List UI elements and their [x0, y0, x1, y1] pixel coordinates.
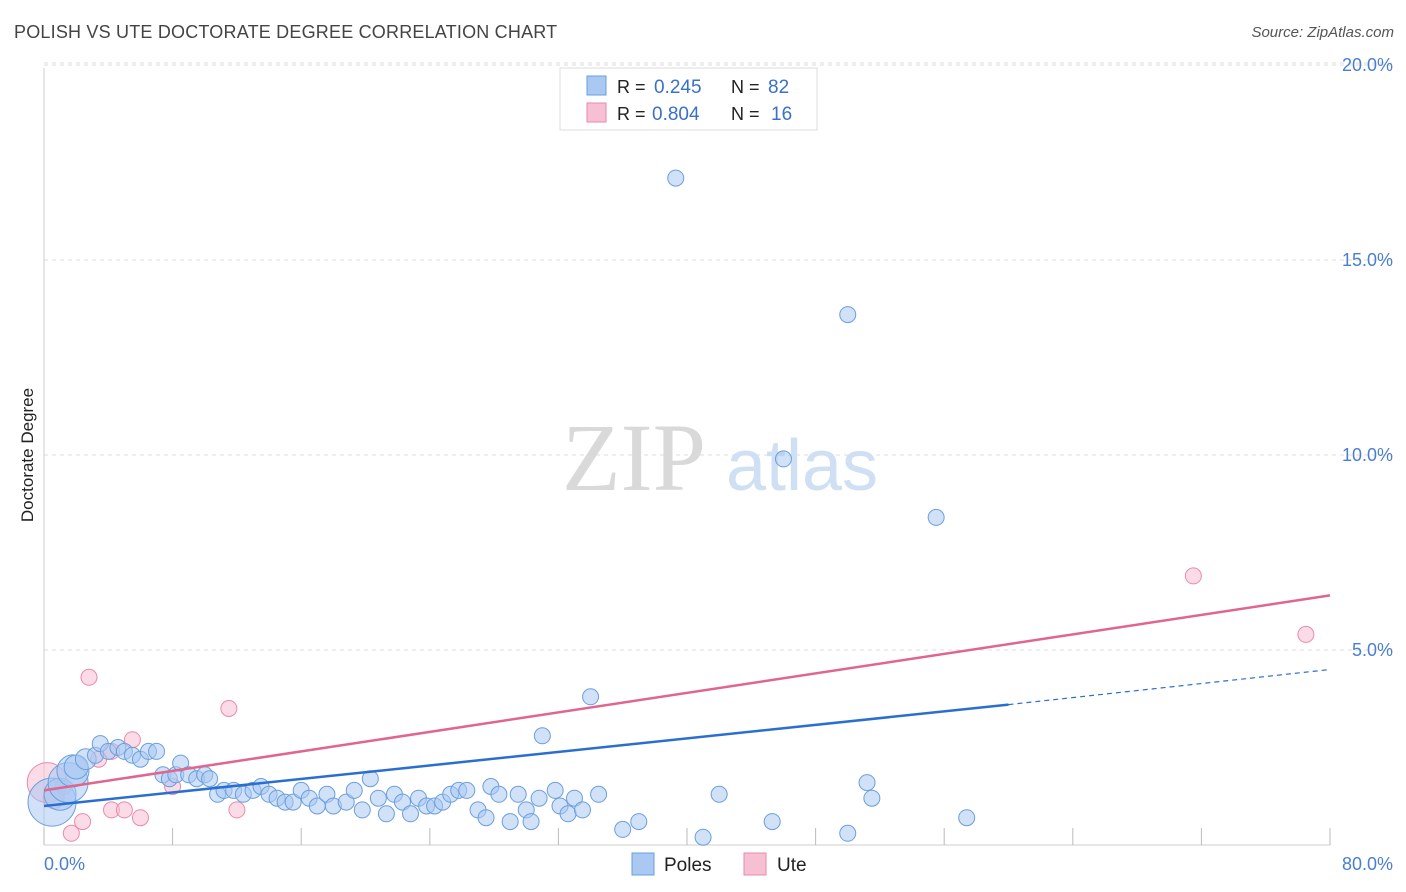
- y-axis-label: Doctorate Degree: [18, 388, 37, 522]
- stats-r-label-ute: R =: [617, 104, 646, 124]
- ute-point: [80, 668, 98, 686]
- stats-n-value-poles: 82: [768, 77, 789, 98]
- ute-point: [62, 824, 80, 842]
- y-tick-label: 20.0%: [1342, 55, 1393, 75]
- poles-point: [337, 793, 355, 811]
- y-tick-label: 15.0%: [1342, 250, 1393, 270]
- trend-lines: [43, 594, 1331, 808]
- poles-point: [667, 169, 685, 187]
- tick-labels: 5.0% 10.0% 15.0% 20.0% 0.0% 80.0%: [44, 55, 1393, 874]
- legend-label-poles: Poles: [664, 855, 712, 876]
- poles-point: [477, 809, 495, 827]
- poles-point: [148, 742, 166, 760]
- poles-point: [565, 789, 583, 807]
- watermark-zip: ZIP: [562, 404, 706, 511]
- poles-point: [574, 801, 592, 819]
- poles-point: [710, 785, 728, 803]
- poles-point: [377, 805, 395, 823]
- legend-label-ute: Ute: [777, 855, 807, 876]
- poles-point: [630, 813, 648, 831]
- stats-box: R = 0.245 N = 82 R = 0.804 N = 16: [559, 67, 818, 131]
- poles-point: [530, 789, 548, 807]
- stats-r-value-poles: 0.245: [654, 77, 702, 98]
- poles-point: [958, 809, 976, 827]
- poles-point: [763, 813, 781, 831]
- x-tick-label: 0.0%: [44, 854, 85, 874]
- ute-point: [131, 809, 149, 827]
- poles-point: [839, 306, 857, 324]
- ute-point: [1297, 625, 1315, 643]
- watermark: ZIP atlas: [562, 404, 878, 511]
- poles-trend-extension: [1008, 668, 1331, 706]
- stats-n-label-ute: N =: [731, 104, 760, 124]
- poles-point: [582, 688, 600, 706]
- ute-trend-line: [43, 594, 1331, 792]
- poles-point: [533, 727, 551, 745]
- legend-swatch-ute: [743, 852, 767, 876]
- poles-point: [774, 450, 792, 468]
- poles-trend-line: [43, 703, 1009, 808]
- grid-lines: [44, 62, 1392, 651]
- ute-point: [228, 801, 246, 819]
- stats-r-value-ute: 0.804: [652, 104, 700, 125]
- legend-swatch-poles: [631, 852, 655, 876]
- poles-point: [509, 785, 527, 803]
- poles-point: [369, 789, 387, 807]
- stats-n-label-poles: N =: [731, 77, 760, 97]
- poles-point: [614, 820, 632, 838]
- poles-point: [559, 805, 577, 823]
- poles-points: [27, 169, 976, 846]
- poles-point: [839, 824, 857, 842]
- poles-point: [172, 754, 190, 772]
- poles-point: [501, 813, 519, 831]
- watermark-atlas: atlas: [726, 426, 878, 506]
- y-tick-label: 5.0%: [1352, 640, 1393, 660]
- axes: [43, 68, 1331, 846]
- poles-point: [863, 789, 881, 807]
- ute-point: [220, 700, 238, 717]
- poles-point: [694, 828, 712, 846]
- stats-swatch-ute: [586, 102, 607, 123]
- poles-point: [284, 793, 302, 811]
- stats-swatch-poles: [586, 75, 607, 96]
- poles-point: [927, 508, 945, 526]
- chart-title: POLISH VS UTE DOCTORATE DEGREE CORRELATI…: [14, 22, 558, 42]
- y-tick-label: 10.0%: [1342, 445, 1393, 465]
- poles-point: [458, 781, 476, 799]
- poles-point: [201, 770, 219, 788]
- poles-point: [393, 793, 411, 811]
- ute-point: [115, 801, 133, 819]
- poles-point: [546, 781, 564, 799]
- source-credit: Source: ZipAtlas.com: [1251, 24, 1394, 41]
- poles-point: [858, 774, 876, 792]
- poles-point: [522, 813, 540, 831]
- ute-point: [74, 813, 92, 831]
- poles-point: [353, 801, 371, 819]
- ute-point: [1184, 567, 1202, 585]
- poles-point: [590, 785, 608, 803]
- stats-r-label-poles: R =: [617, 77, 646, 97]
- stats-n-value-ute: 16: [771, 104, 792, 125]
- legend: Poles Ute: [631, 852, 807, 876]
- x-tick-label: 80.0%: [1342, 854, 1393, 874]
- poles-point: [402, 805, 420, 823]
- poles-point: [490, 785, 508, 803]
- poles-point: [345, 781, 363, 799]
